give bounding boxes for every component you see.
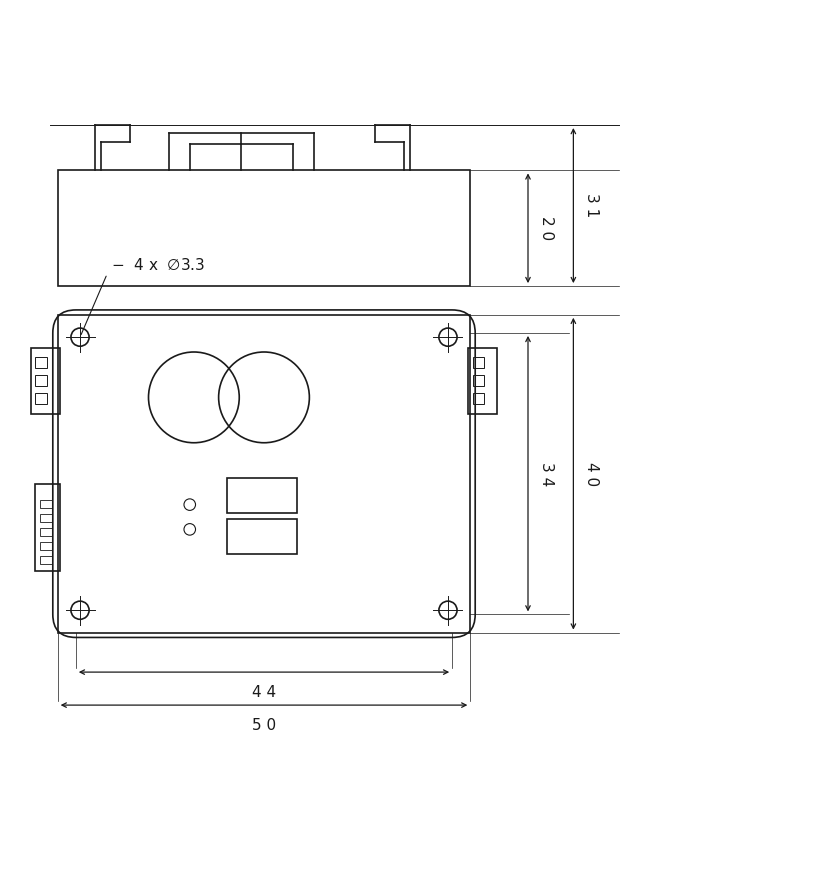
Bar (40, 556, 52, 564)
Bar (40, 500, 52, 507)
Text: 3 1: 3 1 (584, 194, 599, 218)
Text: 3 4: 3 4 (539, 461, 554, 486)
Bar (473, 394, 484, 404)
Bar (473, 375, 484, 386)
Bar (35, 375, 47, 386)
Text: 5 0: 5 0 (252, 719, 276, 733)
Bar (40, 527, 52, 536)
Bar (58, 315, 470, 633)
Bar (227, 478, 297, 513)
Bar (35, 357, 47, 368)
Bar (40, 541, 52, 550)
Bar (31, 348, 60, 414)
Bar (35, 484, 60, 571)
Text: 4 4: 4 4 (252, 686, 276, 700)
Text: 2 0: 2 0 (539, 216, 554, 241)
Bar (40, 514, 52, 522)
Text: 4 0: 4 0 (584, 461, 599, 486)
Bar (473, 357, 484, 368)
Bar (227, 520, 297, 554)
Bar (58, 170, 470, 286)
Bar (35, 394, 47, 404)
Bar (468, 348, 497, 414)
Text: $-$  4 x  $\varnothing$3.3: $-$ 4 x $\varnothing$3.3 (111, 257, 205, 274)
